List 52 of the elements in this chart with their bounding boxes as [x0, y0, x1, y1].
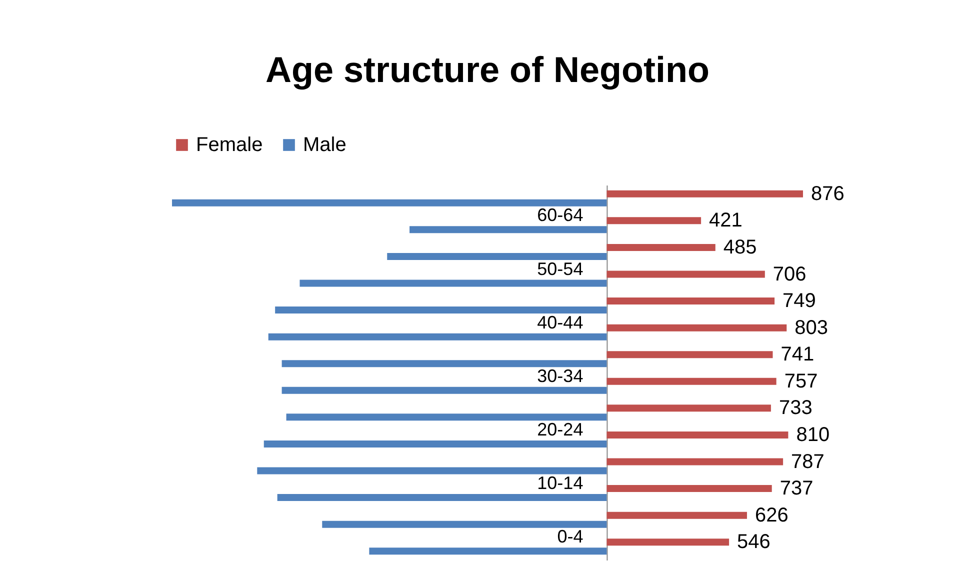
data-label: 546 — [737, 531, 770, 554]
data-label: 706 — [772, 263, 806, 286]
bar — [264, 440, 607, 448]
y-tick-label: 50-54 — [537, 258, 584, 279]
data-label: 421 — [709, 210, 742, 232]
bar — [257, 467, 607, 474]
bar — [387, 252, 607, 260]
bar — [275, 306, 607, 314]
bar — [172, 199, 607, 206]
bar — [410, 226, 607, 234]
legend-label: Male — [303, 134, 346, 156]
data-label: 757 — [784, 370, 818, 392]
data-label: 810 — [796, 424, 830, 446]
y-tick-label: 60-64 — [537, 205, 584, 226]
bar — [282, 386, 607, 394]
bar — [606, 190, 803, 198]
bar — [606, 431, 788, 438]
bar — [606, 217, 702, 224]
bar — [369, 548, 607, 555]
y-tick-label: 30-34 — [537, 366, 584, 386]
data-label: 803 — [794, 316, 828, 339]
y-tick-label: 10-14 — [537, 473, 584, 494]
bar — [606, 378, 776, 385]
y-tick-label: 0-4 — [557, 526, 584, 547]
bar — [606, 270, 765, 278]
bar — [322, 520, 607, 528]
data-label: 733 — [778, 397, 812, 420]
y-tick-label: 40-44 — [537, 312, 584, 332]
bar — [606, 512, 747, 519]
data-label: 876 — [811, 182, 844, 205]
bar — [606, 298, 775, 305]
bar — [606, 351, 773, 358]
bar — [606, 458, 784, 466]
data-label: 485 — [723, 236, 757, 258]
y-tick-label: 20-24 — [537, 419, 584, 440]
data-label: 749 — [782, 290, 816, 312]
data-label: 626 — [754, 504, 788, 526]
bar — [606, 324, 787, 332]
data-label: 741 — [780, 344, 814, 366]
bar — [286, 414, 607, 421]
data-label: 737 — [780, 478, 814, 500]
bar — [282, 360, 607, 368]
bar — [606, 538, 730, 546]
bar — [606, 485, 772, 492]
bar — [300, 280, 607, 287]
bar — [606, 404, 771, 412]
legend-label: Female — [196, 134, 263, 156]
bar — [277, 494, 607, 502]
data-label: 787 — [791, 450, 824, 473]
bar — [606, 244, 716, 251]
bar — [268, 333, 607, 340]
chart-title: Age structure of Negotino — [265, 49, 710, 90]
